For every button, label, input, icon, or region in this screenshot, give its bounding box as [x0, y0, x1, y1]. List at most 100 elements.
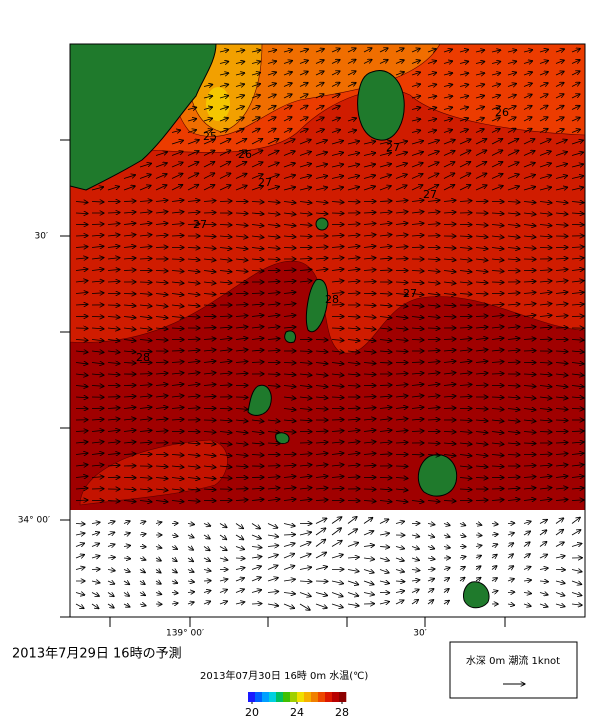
current-arrow [443, 73, 453, 75]
current-arrow [235, 150, 247, 156]
current-arrow [491, 432, 504, 433]
current-arrow [475, 107, 485, 110]
current-arrow [299, 129, 308, 133]
current-arrow [427, 455, 440, 456]
current-arrow [523, 117, 532, 122]
current-arrow [299, 71, 308, 75]
current-arrow [91, 187, 104, 190]
contour-label: 26 [238, 148, 252, 161]
current-arrow [283, 499, 296, 500]
current-arrow [251, 455, 264, 456]
current-arrow [203, 139, 215, 145]
current-arrow [411, 141, 424, 145]
current-arrow [171, 362, 184, 363]
current-arrow [91, 281, 104, 282]
current-arrow [315, 129, 324, 132]
current-arrow [283, 175, 295, 179]
current-arrow [443, 282, 456, 283]
current-arrow [299, 83, 308, 87]
current-arrow [491, 61, 501, 63]
current-arrow [395, 351, 408, 352]
current-arrow [539, 270, 552, 271]
current-arrow [75, 269, 88, 270]
current-arrow [443, 140, 455, 145]
current-arrow [379, 419, 392, 420]
current-arrow [539, 151, 551, 156]
current-arrow [475, 373, 488, 374]
current-arrow [459, 162, 471, 168]
current-arrow [235, 361, 248, 362]
current-arrow [315, 340, 328, 341]
current-arrow [427, 305, 440, 306]
current-arrow [267, 50, 277, 52]
current-arrow [331, 386, 344, 387]
current-arrow [555, 386, 568, 387]
current-arrow [395, 282, 408, 283]
current-arrow [155, 152, 167, 156]
current-arrow [251, 202, 264, 203]
current-arrow [75, 258, 88, 259]
current-arrow [235, 455, 248, 456]
current-arrow [379, 48, 388, 53]
current-arrow [283, 61, 293, 64]
current-arrow [443, 248, 456, 249]
current-arrow [107, 269, 120, 270]
current-arrow [203, 373, 216, 374]
current-arrow [331, 351, 344, 352]
current-arrow [283, 270, 296, 271]
current-arrow [203, 350, 216, 351]
current-arrow [91, 419, 104, 420]
island [284, 330, 297, 343]
current-arrow [427, 501, 440, 502]
current-arrow [235, 117, 244, 121]
current-arrow [283, 151, 295, 156]
current-arrow [555, 281, 568, 282]
current-arrow [267, 315, 280, 316]
colorbar-cell [283, 692, 291, 702]
current-arrow [555, 152, 567, 156]
current-arrow [187, 501, 200, 502]
current-arrow [411, 96, 421, 98]
current-arrow [171, 185, 183, 191]
current-arrow [251, 84, 261, 87]
current-arrow [187, 107, 197, 109]
current-arrow [299, 60, 308, 63]
current-arrow [75, 202, 88, 203]
current-arrow [139, 328, 152, 329]
current-arrow [171, 259, 184, 260]
current-arrow [379, 175, 391, 179]
current-arrow [283, 304, 296, 305]
current-arrow [571, 488, 584, 489]
current-arrow [411, 419, 424, 420]
current-arrow [395, 501, 408, 502]
current-arrow [443, 361, 456, 362]
current-arrow [475, 432, 488, 433]
current-arrow [219, 107, 229, 110]
current-arrow [443, 130, 453, 133]
current-arrow [203, 107, 213, 109]
current-arrow [331, 397, 344, 398]
current-arrow [571, 374, 584, 375]
current-arrow [75, 488, 88, 489]
current-arrow [523, 386, 536, 387]
current-arrow [251, 420, 264, 421]
current-arrow [187, 200, 200, 201]
current-arrow [347, 153, 360, 156]
current-arrow [539, 202, 552, 203]
current-arrow [395, 442, 408, 443]
current-arrow [571, 71, 580, 76]
current-arrow [139, 351, 152, 352]
current-arrow [235, 259, 248, 260]
current-arrow [123, 396, 136, 397]
current-arrow [523, 83, 532, 86]
current-arrow [523, 304, 536, 305]
current-arrow [491, 129, 500, 133]
current-arrow [443, 96, 453, 98]
current-arrow [315, 500, 328, 501]
current-arrow [203, 282, 216, 283]
current-arrow [267, 213, 280, 214]
current-arrow [251, 432, 264, 433]
current-arrow [139, 235, 152, 236]
current-arrow [331, 281, 344, 282]
current-arrow [379, 489, 392, 490]
